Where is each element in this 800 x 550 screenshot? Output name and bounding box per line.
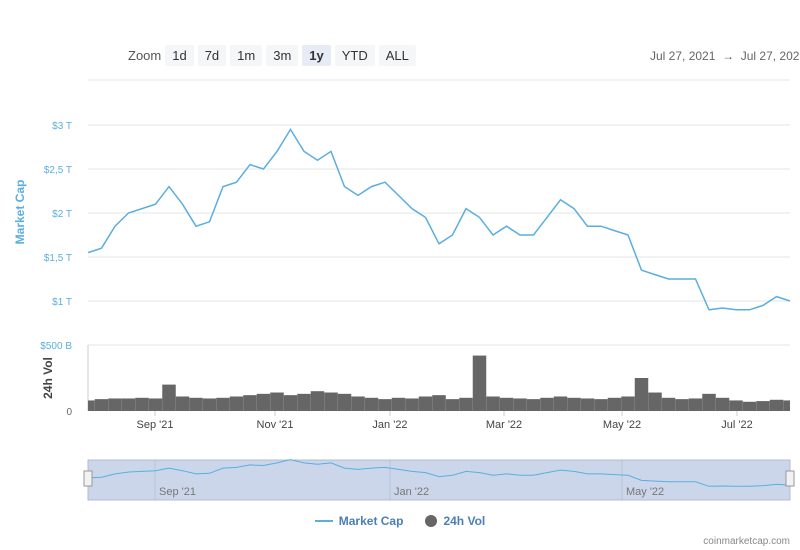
volume-bar xyxy=(351,396,365,411)
volume-bar xyxy=(567,397,581,411)
zoom-ytd-button[interactable]: YTD xyxy=(334,45,375,66)
date-range: Jul 27, 2021 → Jul 27, 2022 xyxy=(650,49,800,63)
y2-tick-label: $500 B xyxy=(40,341,72,352)
volume-bar xyxy=(769,399,784,411)
volume-bar xyxy=(756,401,770,411)
volume-bar xyxy=(783,400,790,411)
x-tick-label: Nov '21 xyxy=(257,419,294,431)
volume-bar xyxy=(297,393,311,411)
navigator-handle-left[interactable] xyxy=(83,470,93,487)
volume-bar xyxy=(391,397,406,411)
market-cap-line xyxy=(87,127,791,311)
range-arrow: → xyxy=(722,49,735,63)
zoom-1m-button[interactable]: 1m xyxy=(230,45,263,66)
volume-bar xyxy=(472,355,487,411)
volume-bar xyxy=(378,399,392,411)
x-tick-label: Jul '22 xyxy=(721,419,752,431)
volume-bar xyxy=(216,397,230,411)
volume-bar xyxy=(634,378,649,411)
x-tick-label: Mar '22 xyxy=(486,419,522,431)
volume-bar xyxy=(688,398,703,411)
volume-bar xyxy=(540,397,554,411)
zoom-bar: Zoom 1d 7d 1m 3m 1y YTD ALL xyxy=(128,45,416,66)
volume-bar xyxy=(94,399,109,411)
y2-tick-label: 0 xyxy=(66,407,72,418)
range-to-input[interactable]: Jul 27, 2022 xyxy=(740,49,800,63)
range-from-input[interactable]: Jul 27, 2021 xyxy=(650,49,716,63)
zoom-3m-button[interactable]: 3m xyxy=(266,45,299,66)
volume-bar xyxy=(486,396,500,411)
volume-bar xyxy=(445,399,460,411)
y-tick-label: $3 T xyxy=(52,121,72,132)
volume-bar xyxy=(648,392,662,411)
navigator-handle-right[interactable] xyxy=(785,470,795,487)
volume-bar xyxy=(675,399,689,411)
volume-bar xyxy=(553,396,568,411)
zoom-label: Zoom xyxy=(128,48,162,63)
x-tick-label: May '22 xyxy=(603,419,641,431)
volume-bar xyxy=(742,401,757,411)
volume-bar xyxy=(310,391,325,411)
volume-bar xyxy=(702,393,716,411)
volume-bar xyxy=(337,393,352,411)
y-tick-label: $1 T xyxy=(52,297,72,308)
zoom-1y-button[interactable]: 1y xyxy=(302,45,331,66)
volume-bar xyxy=(526,399,541,411)
navigator-line xyxy=(87,459,791,487)
volume-bar xyxy=(580,398,595,411)
x-tick-label: Jan '22 xyxy=(372,419,407,431)
legend-24h-vol[interactable]: 24h Vol xyxy=(425,514,485,528)
y-tick-label: $1,5 T xyxy=(44,253,72,264)
volume-bar xyxy=(607,397,622,411)
y-axis-title: Market Cap xyxy=(13,180,27,245)
navigator-tick-label: May '22 xyxy=(626,486,664,498)
volume-bar xyxy=(283,395,298,411)
legend: Market Cap 24h Vol xyxy=(0,514,800,528)
volume-bar xyxy=(729,400,743,411)
credit: coinmarketcap.com xyxy=(703,536,790,547)
volume-bar xyxy=(715,397,730,411)
volume-bar xyxy=(202,398,217,411)
volume-bar xyxy=(175,396,190,411)
volume-bar xyxy=(418,396,433,411)
y2-axis-title: 24h Vol xyxy=(41,357,55,399)
navigator-tick-label: Sep '21 xyxy=(159,486,196,498)
zoom-all-button[interactable]: ALL xyxy=(378,45,416,66)
volume-bar xyxy=(324,392,338,411)
volume-bar xyxy=(162,384,176,411)
x-tick-label: Sep '21 xyxy=(137,419,174,431)
volume-bar xyxy=(121,398,136,411)
volume-bar xyxy=(108,398,122,411)
y-tick-label: $2,5 T xyxy=(44,165,72,176)
volume-bar xyxy=(229,396,244,411)
navigator-tick-label: Jan '22 xyxy=(394,486,429,498)
volume-bar xyxy=(432,395,446,411)
y-tick-label: $2 T xyxy=(52,209,72,220)
volume-bar xyxy=(513,398,527,411)
volume-bar xyxy=(594,399,608,411)
navigator-window[interactable] xyxy=(87,459,791,501)
volume-bar xyxy=(243,395,257,411)
volume-bar xyxy=(364,397,379,411)
volume-bar xyxy=(148,398,163,411)
volume-bar xyxy=(256,393,271,411)
volume-bar xyxy=(661,397,676,411)
volume-bar xyxy=(270,392,284,411)
volume-bar xyxy=(189,397,203,411)
volume-bar xyxy=(499,397,514,411)
volume-bar xyxy=(135,397,149,411)
zoom-1d-button[interactable]: 1d xyxy=(165,45,194,66)
volume-bar xyxy=(621,396,635,411)
volume-bar xyxy=(88,400,95,411)
volume-bar xyxy=(459,397,473,411)
volume-bar xyxy=(405,398,419,411)
legend-market-cap[interactable]: Market Cap xyxy=(314,514,403,528)
zoom-7d-button[interactable]: 7d xyxy=(197,45,227,66)
